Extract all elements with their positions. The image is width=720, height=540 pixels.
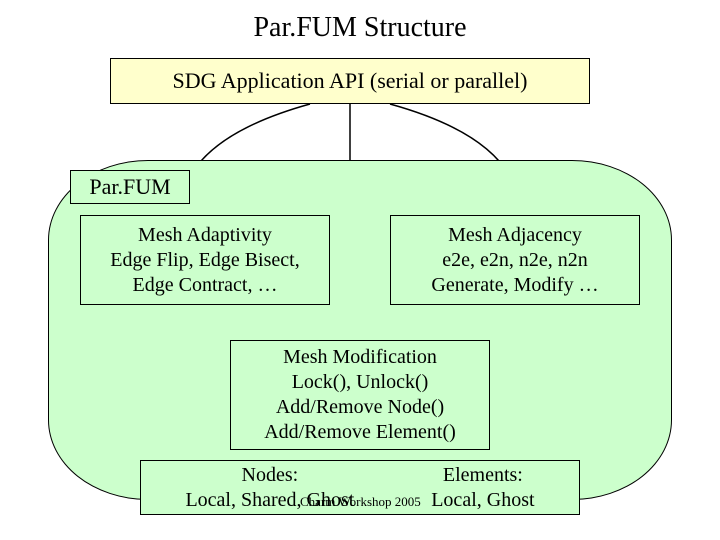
adjacency-heading: Mesh Adjacency xyxy=(448,223,582,248)
modification-heading: Mesh Modification xyxy=(283,345,437,370)
api-box: SDG Application API (serial or parallel) xyxy=(110,58,590,104)
elements-col: Elements: Local, Ghost xyxy=(431,463,534,513)
adaptivity-line3: Edge Contract, … xyxy=(133,273,278,298)
page-title: Par.FUM Structure xyxy=(0,12,720,44)
modification-line4: Add/Remove Element() xyxy=(264,420,456,445)
adjacency-line3: Generate, Modify … xyxy=(431,273,598,298)
nodes-heading: Nodes: xyxy=(242,463,299,488)
modification-line3: Add/Remove Node() xyxy=(276,395,444,420)
mesh-adjacency-box: Mesh Adjacency e2e, e2n, n2e, n2n Genera… xyxy=(390,215,640,305)
adaptivity-heading: Mesh Adaptivity xyxy=(138,223,272,248)
elements-heading: Elements: xyxy=(443,463,523,488)
api-box-text: SDG Application API (serial or parallel) xyxy=(173,68,528,94)
elements-line2: Local, Ghost xyxy=(431,488,534,513)
parfum-label: Par.FUM xyxy=(70,170,190,204)
adjacency-line2: e2e, e2n, n2e, n2n xyxy=(442,248,588,273)
footer-text: Charm Workshop 2005 xyxy=(300,494,421,510)
mesh-adaptivity-box: Mesh Adaptivity Edge Flip, Edge Bisect, … xyxy=(80,215,330,305)
mesh-modification-box: Mesh Modification Lock(), Unlock() Add/R… xyxy=(230,340,490,450)
adaptivity-line2: Edge Flip, Edge Bisect, xyxy=(110,248,299,273)
parfum-label-text: Par.FUM xyxy=(89,174,170,200)
modification-line2: Lock(), Unlock() xyxy=(292,370,429,395)
